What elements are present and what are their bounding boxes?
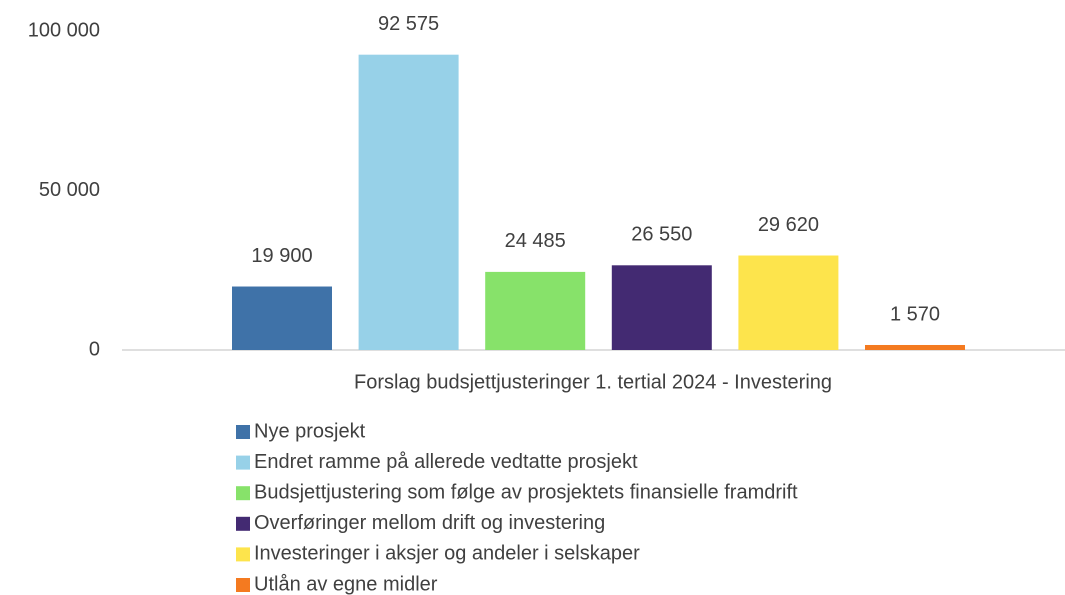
legend-swatch — [236, 455, 250, 470]
y-tick-label: 100 000 — [28, 19, 100, 41]
bar — [738, 255, 839, 350]
legend-label: Overføringer mellom drift og investering — [254, 512, 605, 534]
bar — [865, 344, 965, 350]
legend-label: Investeringer i aksjer og andeler i sels… — [254, 543, 640, 565]
legend-swatch — [236, 486, 250, 501]
bar — [232, 286, 332, 350]
legend-label: Endret ramme på allerede vedtatte prosje… — [254, 451, 638, 473]
value-label: 26 550 — [631, 224, 692, 246]
bar — [485, 271, 586, 350]
x-tick-label: Forslag budsjettjusteringer 1. tertial 2… — [354, 371, 832, 393]
value-label: 92 575 — [378, 13, 439, 35]
legend-swatch — [236, 425, 250, 439]
y-tick-label: 50 000 — [39, 179, 100, 201]
legend-swatch — [236, 547, 250, 562]
legend-swatch — [236, 516, 250, 531]
legend-label: Nye prosjekt — [254, 420, 366, 442]
legend-swatch — [236, 578, 250, 592]
bar — [358, 54, 459, 350]
value-label: 1 570 — [890, 303, 940, 325]
legend-label: Utlån av egne midler — [254, 573, 438, 595]
value-label: 29 620 — [758, 214, 819, 236]
legend-label: Budsjettjustering som følge av prosjekte… — [254, 481, 798, 503]
bar — [611, 265, 712, 350]
value-label: 19 900 — [251, 245, 312, 267]
y-tick-label: 0 — [89, 338, 100, 360]
value-label: 24 485 — [505, 230, 566, 252]
